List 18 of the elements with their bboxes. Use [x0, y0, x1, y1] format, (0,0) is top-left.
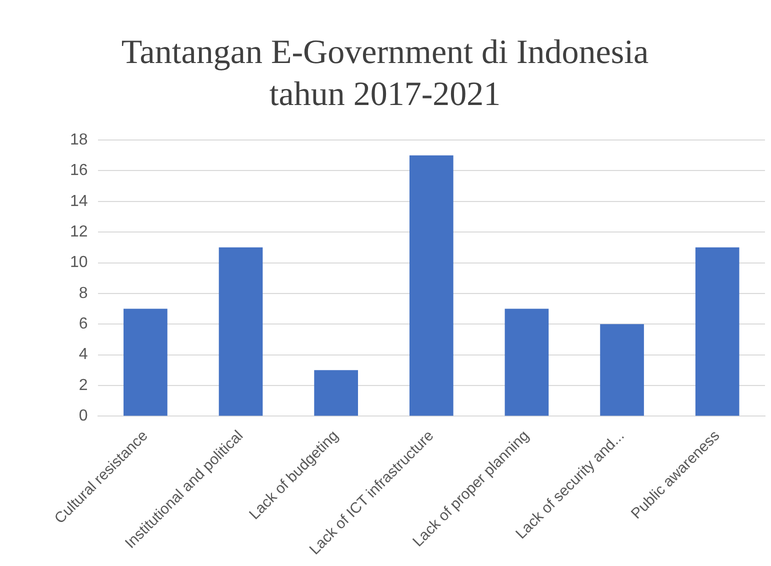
y-tick-label: 12	[70, 223, 88, 240]
bar	[504, 308, 549, 416]
y-tick-label: 10	[70, 254, 88, 272]
chart-title: Tantangan E-Government di Indonesia tahun 2017-2021	[120, 33, 650, 115]
bar	[409, 155, 454, 416]
bar	[314, 370, 358, 416]
bar	[218, 247, 263, 416]
y-tick-label: 0	[78, 408, 88, 425]
bar	[600, 324, 644, 416]
bar	[124, 308, 168, 416]
y-tick-label: 18	[70, 131, 88, 148]
y-tick-label: 14	[70, 192, 88, 210]
y-tick-label: 16	[70, 162, 88, 180]
y-tick-label: 2	[78, 376, 88, 394]
y-tick-label: 4	[78, 346, 88, 364]
bar	[695, 247, 740, 416]
y-tick-label: 6	[78, 316, 88, 333]
y-tick-label: 8	[78, 284, 88, 302]
